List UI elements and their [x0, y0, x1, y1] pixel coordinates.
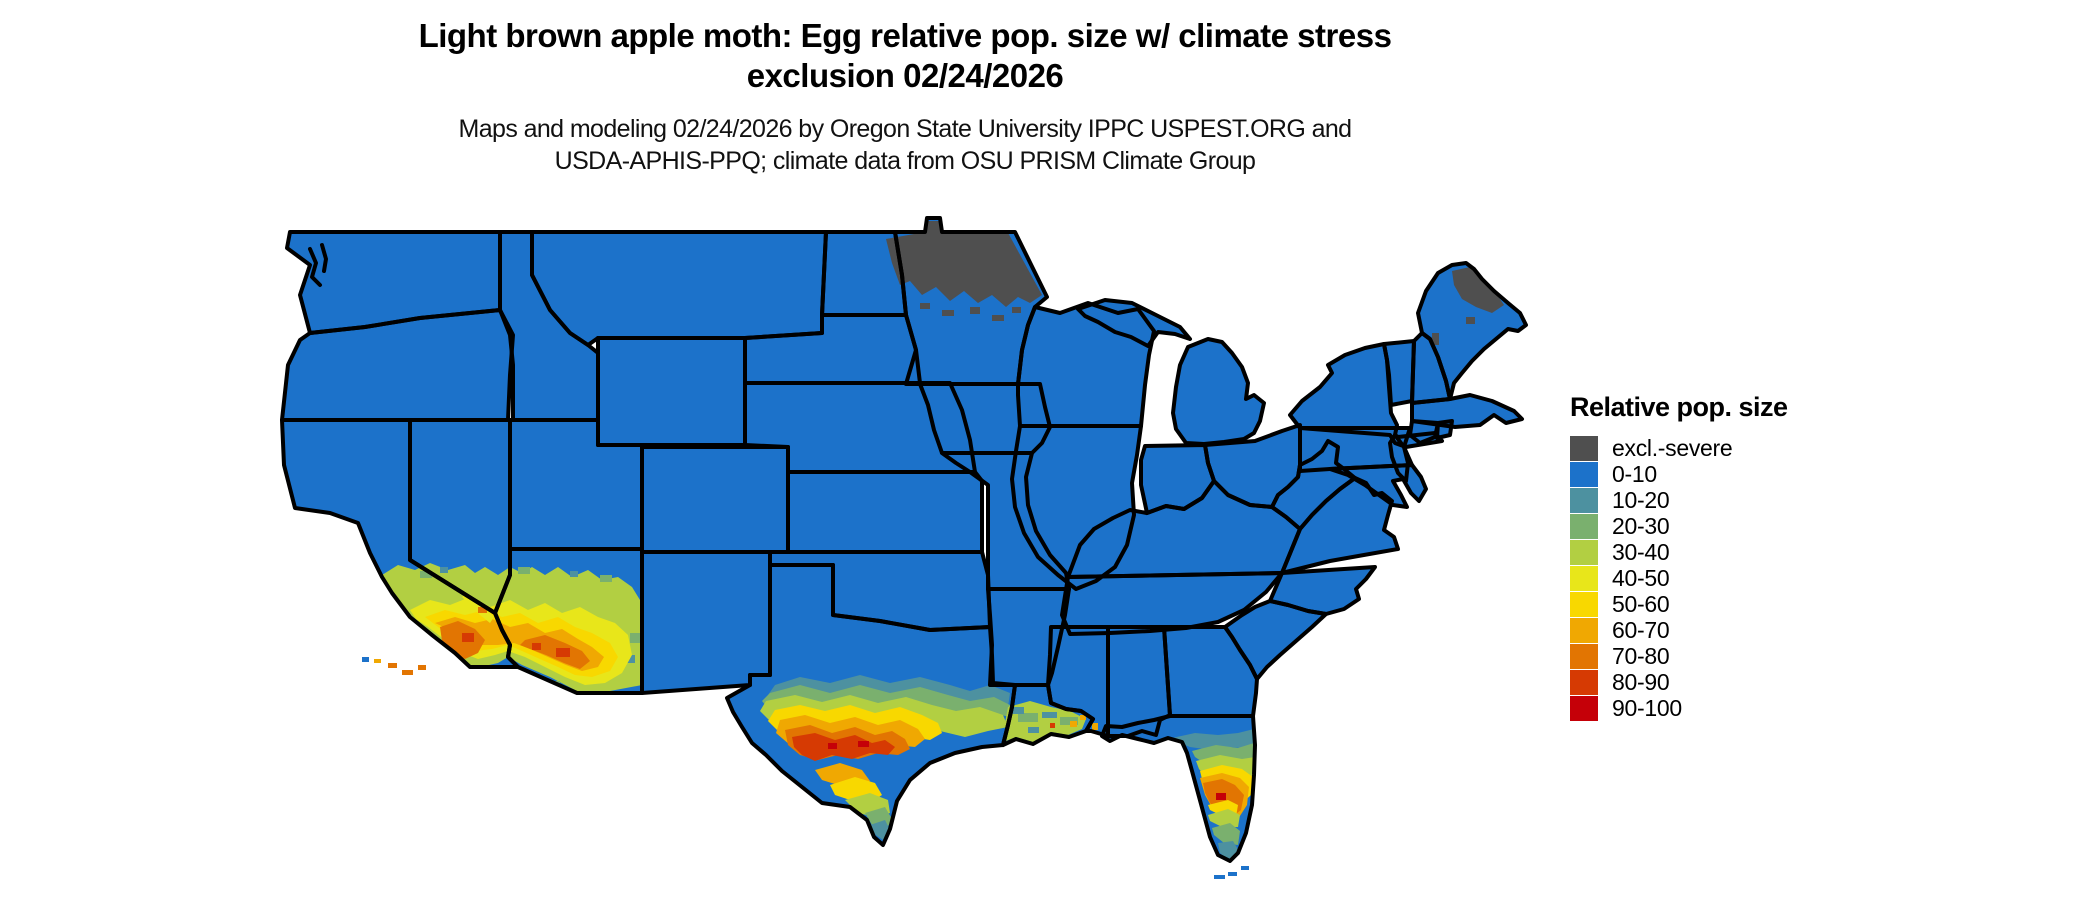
legend: Relative pop. size excl.-severe 0-10 10-20…: [1570, 392, 1870, 721]
state-borders: [280, 216, 1528, 863]
legend-row: 70-80: [1570, 643, 1870, 669]
legend-label: excl.-severe: [1612, 434, 1733, 461]
legend-label: 20-30: [1612, 512, 1670, 539]
legend-items: excl.-severe 0-10 10-20 20-30 30-40 40-50 50-6…: [1570, 435, 1870, 721]
legend-label: 80-90: [1612, 668, 1670, 695]
climate-raster-overlay-south: [760, 675, 1257, 861]
legend-title: Relative pop. size: [1570, 392, 1788, 422]
legend-swatch: [1570, 435, 1598, 461]
excl-severe-minnesota: [886, 221, 1042, 307]
legend-row: 40-50: [1570, 565, 1870, 591]
legend-label: 90-100: [1612, 694, 1682, 721]
legend-swatch: [1570, 695, 1598, 721]
legend-swatch: [1570, 643, 1598, 669]
legend-swatch: [1570, 617, 1598, 643]
islands: [362, 657, 1249, 879]
legend-row: 60-70: [1570, 617, 1870, 643]
legend-swatch: [1570, 461, 1598, 487]
legend-row: 10-20: [1570, 487, 1870, 513]
legend-row: 30-40: [1570, 539, 1870, 565]
legend-swatch: [1570, 565, 1598, 591]
legend-row: 50-60: [1570, 591, 1870, 617]
legend-row: 20-30: [1570, 513, 1870, 539]
map-title-line2: exclusion 02/24/2026: [746, 57, 1064, 95]
map-subtitle-line2: USDA-APHIS-PPQ; climate data from OSU PR…: [554, 146, 1256, 175]
legend-swatch: [1570, 669, 1598, 695]
map-subtitle: Maps and modeling 02/24/2026 by Oregon S…: [0, 113, 1810, 177]
puget-sound-detail2: [320, 243, 328, 273]
map-title: Light brown apple moth: Egg relative pop…: [0, 16, 1810, 97]
legend-label: 10-20: [1612, 486, 1670, 513]
legend-row: 0-10: [1570, 461, 1870, 487]
legend-swatch: [1570, 539, 1598, 565]
legend-label: 60-70: [1612, 616, 1670, 643]
legend-label: 40-50: [1612, 564, 1670, 591]
excl-severe-maine: [1452, 267, 1504, 313]
legend-label: 50-60: [1612, 590, 1670, 617]
legend-label: 70-80: [1612, 642, 1670, 669]
legend-row: 80-90: [1570, 669, 1870, 695]
climate-raster-overlay: [382, 221, 1504, 691]
header: Light brown apple moth: Egg relative pop…: [0, 16, 1810, 177]
us-map: [270, 215, 1530, 892]
legend-swatch: [1570, 513, 1598, 539]
legend-row: excl.-severe: [1570, 435, 1870, 461]
legend-swatch: [1570, 591, 1598, 617]
legend-label: 0-10: [1612, 460, 1657, 487]
legend-row: 90-100: [1570, 695, 1870, 721]
map-subtitle-line1: Maps and modeling 02/24/2026 by Oregon S…: [458, 114, 1353, 143]
map-title-line1: Light brown apple moth: Egg relative pop…: [418, 17, 1392, 54]
legend-swatch: [1570, 487, 1598, 513]
puget-sound-detail: [308, 247, 322, 287]
us-map-svg: [280, 216, 1528, 879]
legend-label: 30-40: [1612, 538, 1670, 565]
